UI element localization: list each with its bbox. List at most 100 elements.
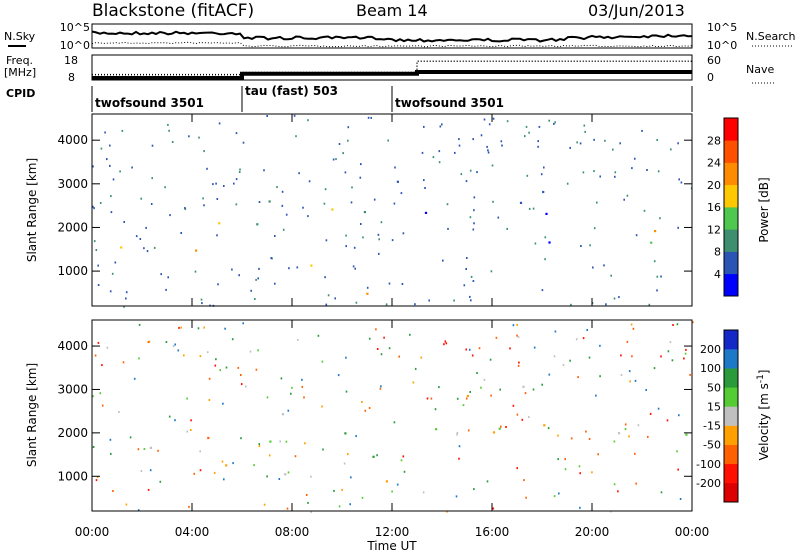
power-noise-cell (458, 144, 461, 147)
velocity-colorbar-label-text: Velocity [m s (757, 383, 771, 460)
velocity-noise-cell (667, 350, 670, 353)
velocity-noise-cell (547, 427, 550, 430)
power-noise-cell (169, 214, 171, 217)
velocity-noise-cell (422, 491, 425, 494)
power-noise-cell (281, 190, 284, 193)
power-colorbar-tick-label: 12 (707, 223, 721, 236)
power-noise-cell (359, 176, 362, 179)
velocity-noise-cell (495, 336, 498, 339)
power-noise-cell (150, 203, 153, 205)
power-noise-cell (235, 132, 238, 135)
power-noise-cell (463, 284, 466, 287)
velocity-noise-cell (174, 419, 176, 422)
power-noise-cell (274, 282, 276, 285)
velocity-echo-cell (522, 385, 525, 388)
power-colorbar-segment (724, 140, 738, 163)
velocity-echo-cell (281, 413, 285, 416)
velocity-noise-cell (564, 458, 566, 461)
power-noise-cell (487, 151, 490, 154)
velocity-noise-cell (317, 334, 320, 337)
velocity-echo-cell (284, 473, 287, 476)
power-noise-cell (492, 200, 494, 203)
velocity-colorbar-label: Velocity [m s-1] (756, 370, 771, 461)
time-xtick-label: 08:00 (275, 525, 310, 539)
velocity-noise-cell (678, 414, 680, 417)
power-noise-cell (266, 115, 268, 117)
velocity-noise-cell (649, 412, 652, 415)
power-noise-cell (145, 226, 147, 229)
power-ticks: 1000 2000 3000 4000 (57, 114, 693, 306)
power-noise-cell (400, 192, 403, 195)
power-noise-cell (334, 297, 336, 300)
velocity-noise-cell (285, 440, 288, 443)
velocity-noise-cell (307, 501, 309, 504)
velocity-ytick-label: 3000 (57, 382, 88, 396)
power-noise-cell (153, 246, 156, 249)
velocity-noise-cell (624, 428, 627, 430)
nave-tick-top: 60 (707, 54, 721, 67)
velocity-noise-cell (679, 498, 682, 500)
power-noise-cell (388, 282, 391, 285)
velocity-noise-cell (683, 357, 685, 360)
velocity-noise-cell (426, 397, 429, 400)
power-noise-cell (238, 171, 241, 173)
velocity-noise-cell (257, 349, 259, 352)
velocity-noise-cell (242, 322, 244, 325)
power-noise-cell (626, 194, 629, 197)
velocity-noise-cell (599, 344, 601, 347)
power-noise-cell (470, 275, 473, 278)
velocity-noise-cell (512, 404, 515, 407)
power-noise-cell (235, 203, 238, 206)
velocity-noise-cell (620, 374, 623, 377)
time-xtick-label: 04:00 (175, 525, 210, 539)
power-noise-cell (483, 118, 486, 121)
power-noise-cell (123, 305, 125, 308)
power-noise-cell (164, 186, 166, 189)
power-noise-cell (528, 207, 531, 210)
velocity-noise-cell (140, 470, 143, 473)
velocity-noise-cell (301, 385, 304, 388)
power-noise-cell (93, 207, 95, 210)
power-noise-cell (534, 242, 537, 245)
power-noise-cell (501, 144, 503, 147)
velocity-noise-cell (206, 351, 209, 354)
power-noise-cell (100, 147, 103, 150)
velocity-noise-cell (628, 435, 630, 438)
velocity-colorbar-tick-label: -50 (703, 439, 721, 452)
velocity-noise-cell (430, 397, 433, 400)
power-noise-cell (110, 211, 113, 214)
power-noise-cell (143, 247, 145, 250)
velocity-noise-cell (469, 391, 471, 393)
velocity-noise-cell (240, 383, 243, 386)
velocity-noise-cell (143, 448, 146, 450)
nsky-line (91, 30, 693, 43)
velocity-noise-cell (177, 349, 180, 352)
velocity-noise-cell (178, 326, 180, 329)
velocity-noise-cell (575, 338, 578, 341)
power-noise-cell (394, 166, 396, 169)
velocity-noise-cell (253, 464, 255, 467)
power-noise-cell (92, 165, 94, 168)
power-colorbar-segment (724, 229, 738, 252)
velocity-noise-cell (147, 341, 150, 344)
velocity-noise-cell (138, 323, 141, 326)
velocity-noise-cell (443, 343, 445, 346)
power-colorbar-segment (724, 251, 738, 275)
velocity-noise-cell (133, 377, 136, 380)
power-echo-cell (519, 201, 523, 204)
power-frame (91, 113, 693, 307)
velocity-noise-cell (637, 424, 640, 427)
power-noise-cell (367, 116, 370, 119)
power-noise-cell (599, 175, 601, 178)
velocity-noise-cell (579, 506, 581, 509)
velocity-noise-cell (301, 378, 303, 381)
velocity-noise-cell (553, 495, 556, 498)
power-noise-cell (659, 217, 661, 220)
velocity-noise-cell (361, 496, 364, 499)
velocity-noise-cell (597, 453, 599, 456)
velocity-noise-cell (684, 352, 687, 355)
power-noise-cell (215, 182, 217, 185)
velocity-echo-cell (685, 433, 688, 436)
power-noise-cell (296, 266, 299, 269)
velocity-noise-cell (635, 482, 637, 485)
